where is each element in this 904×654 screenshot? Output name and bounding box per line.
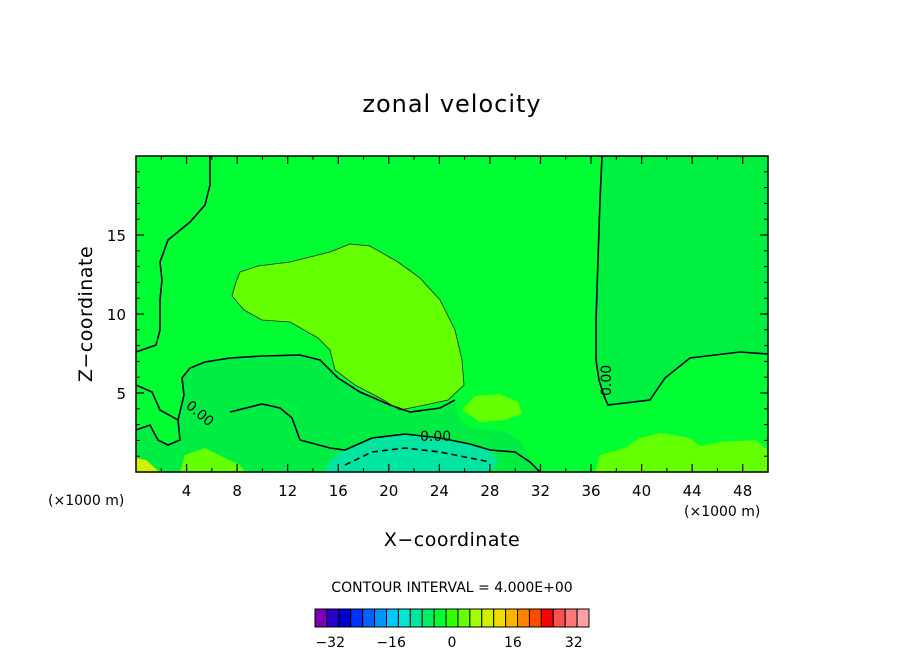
- contour-negative-dashed: [344, 447, 491, 466]
- colorbar-swatch: [505, 608, 519, 628]
- colorbar-swatch: [540, 608, 554, 628]
- x-unit-label: (×1000 m): [48, 493, 124, 509]
- x-tick-label: 24: [430, 482, 449, 500]
- z-tick-label: 10: [107, 306, 126, 324]
- colorbar-tick-label: −32: [315, 635, 345, 651]
- colorbar-swatch: [350, 608, 364, 628]
- x-tick-label: 8: [232, 482, 242, 500]
- colorbar-swatch: [517, 608, 530, 628]
- region-negative-core: [325, 434, 498, 472]
- contour-label-zero-right: 0.00: [599, 365, 615, 396]
- x-tick-label: 20: [379, 482, 398, 500]
- contour-zero-lower: [229, 403, 541, 472]
- x-tick-label: 16: [329, 482, 348, 500]
- x-tick-label: 12: [278, 482, 297, 500]
- x-axis-title: X−coordinate: [384, 529, 520, 551]
- colorbar-swatch: [409, 608, 423, 628]
- colorbar-swatch: [576, 608, 590, 628]
- colorbar-tick-label: 32: [565, 635, 583, 651]
- x-tick-label: 28: [480, 482, 499, 500]
- x-tick-label: 48: [733, 482, 752, 500]
- x-tick-labels: 4 8 12 16 20 24 28 32 36 40 44 48: [182, 482, 752, 500]
- region-positive-right: [596, 156, 768, 405]
- colorbar-swatch: [564, 608, 578, 628]
- region-positive-mid: [232, 244, 464, 410]
- region-positive-small: [462, 394, 522, 422]
- x-tick-label: 44: [683, 482, 702, 500]
- colorbar: [314, 608, 590, 628]
- contour-zero-left-short: [136, 384, 179, 421]
- x-unit-label-right: (×1000 m): [684, 504, 760, 520]
- z-tick-labels: 5 10 15: [107, 227, 126, 403]
- x-tick-label: 32: [531, 482, 550, 500]
- x-tick-label: 40: [632, 482, 651, 500]
- region-positive-bottom-left: [180, 448, 245, 472]
- colorbar-swatch: [457, 608, 471, 628]
- colorbar-swatch: [421, 608, 435, 628]
- chart-title: zonal velocity: [362, 90, 541, 118]
- region-surface-bottom-left: [136, 458, 160, 472]
- colorbar-swatch: [338, 608, 352, 628]
- colorbar-swatch: [493, 608, 507, 628]
- colorbar-swatch: [385, 608, 399, 628]
- colorbar-swatch: [397, 608, 411, 628]
- colorbar-tick-label: 16: [504, 635, 522, 651]
- colorbar-swatch: [314, 608, 328, 628]
- contour-interval-text: CONTOUR INTERVAL = 4.000E+00: [331, 580, 572, 596]
- colorbar-tick-label: 0: [448, 635, 457, 651]
- contour-label-zero-center: 0.00: [420, 429, 451, 445]
- z-tick-label: 5: [116, 385, 126, 403]
- colorbar-swatch: [469, 608, 483, 628]
- contour-field: [136, 156, 768, 472]
- axis-ticks: [136, 156, 768, 472]
- z-tick-label: 15: [107, 227, 126, 245]
- colorbar-swatch: [433, 608, 447, 628]
- contour-positive-blob: [231, 243, 465, 411]
- colorbar-tick-label: −16: [376, 635, 406, 651]
- colorbar-swatch: [374, 608, 387, 628]
- contour-zero-right: [595, 156, 768, 406]
- region-positive-bottom-right: [595, 433, 768, 472]
- contour-zero-middle: [136, 354, 456, 446]
- contour-zero-upper-left: [136, 156, 211, 353]
- colorbar-swatch: [481, 608, 495, 628]
- colorbar-swatch: [552, 608, 566, 628]
- colorbar-swatch: [362, 608, 376, 628]
- colorbar-swatch: [445, 608, 459, 628]
- colorbar-swatch: [528, 608, 542, 628]
- x-tick-label: 36: [581, 482, 600, 500]
- colorbar-swatch: [326, 608, 340, 628]
- colorbar-labels: −32 −16 0 16 32: [315, 635, 582, 651]
- y-axis-title: Z−coordinate: [75, 246, 97, 382]
- x-tick-label: 4: [182, 482, 192, 500]
